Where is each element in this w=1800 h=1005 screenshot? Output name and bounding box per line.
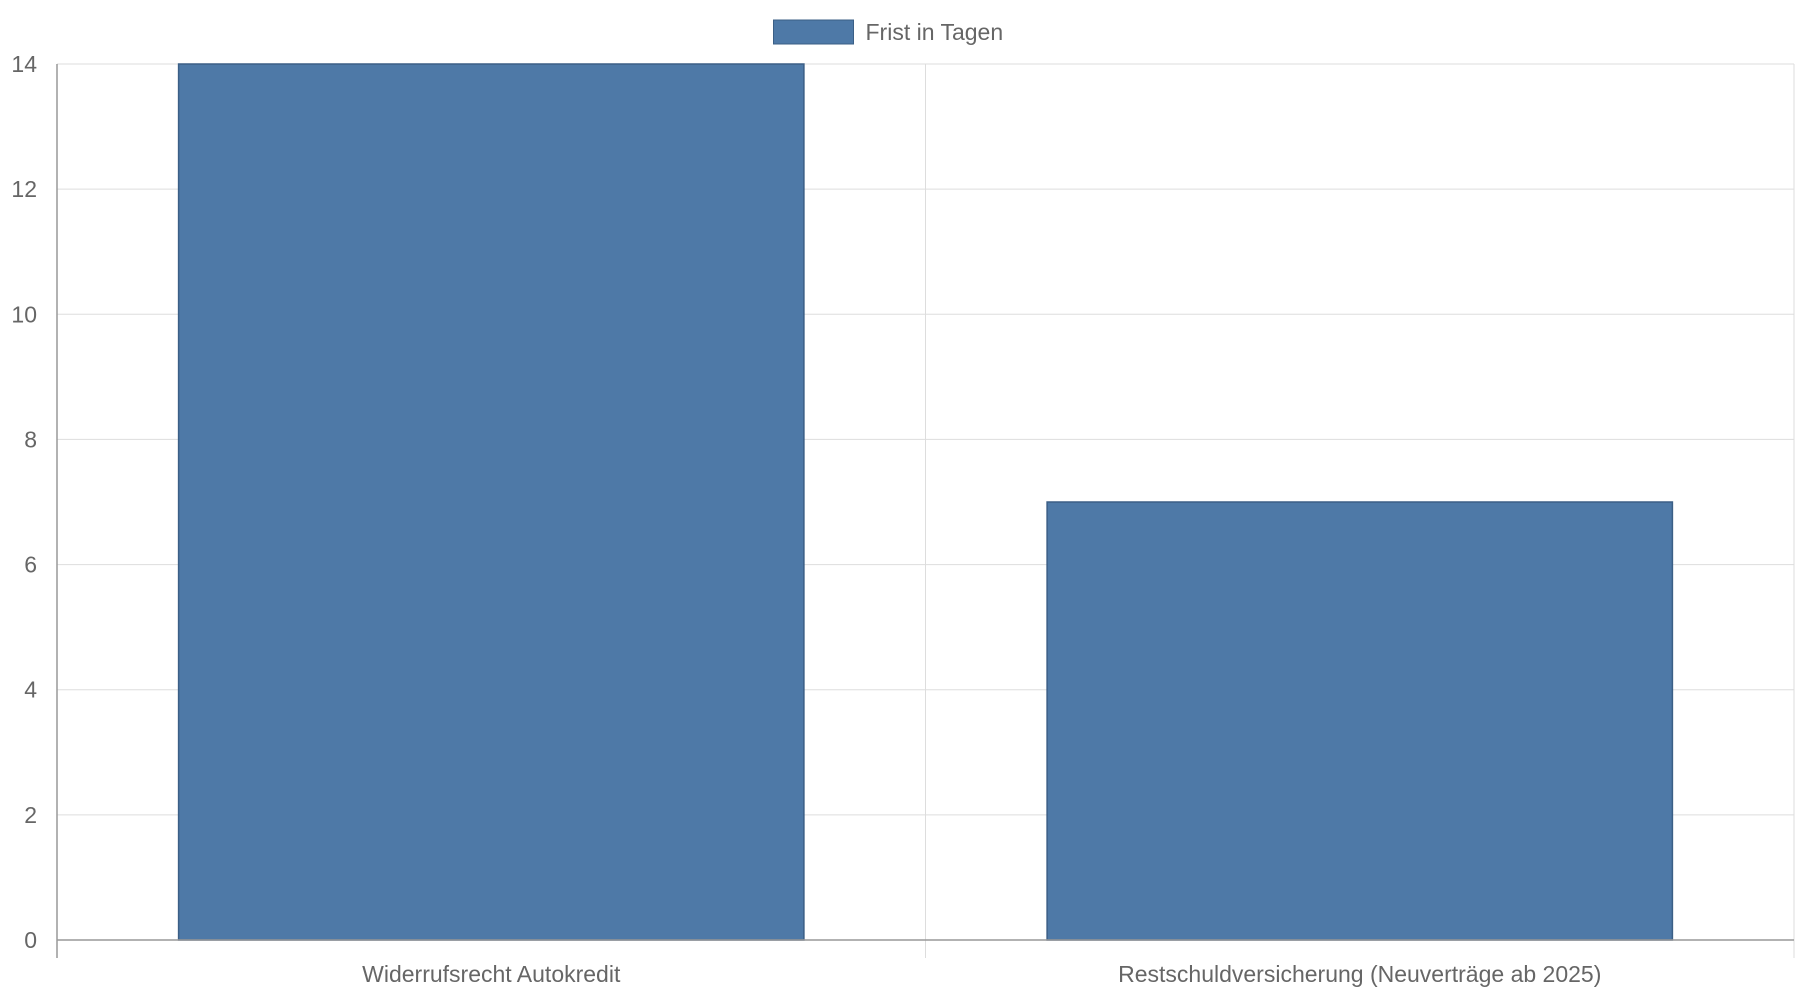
legend-label: Frist in Tagen bbox=[866, 19, 1004, 45]
x-tick-label: Restschuldversicherung (Neuverträge ab 2… bbox=[1118, 961, 1601, 987]
legend: Frist in Tagen bbox=[773, 19, 1004, 45]
y-axis-ticks: 0 2 4 6 8 10 12 14 bbox=[11, 51, 37, 953]
legend-swatch bbox=[773, 19, 854, 45]
y-tick-label: 12 bbox=[11, 176, 37, 202]
axes bbox=[56, 64, 1794, 958]
x-axis-ticks: Widerrufsrecht Autokredit Restschuldversi… bbox=[362, 961, 1601, 987]
x-tick-label: Widerrufsrecht Autokredit bbox=[362, 961, 621, 987]
y-tick-label: 8 bbox=[24, 426, 37, 452]
bar bbox=[1046, 501, 1674, 941]
bar bbox=[177, 63, 805, 941]
bars bbox=[177, 63, 1674, 941]
y-tick-label: 14 bbox=[11, 51, 37, 77]
y-tick-label: 2 bbox=[24, 802, 37, 828]
y-tick-label: 4 bbox=[24, 677, 37, 703]
y-tick-label: 10 bbox=[11, 301, 37, 327]
y-tick-label: 0 bbox=[24, 927, 37, 953]
y-tick-label: 6 bbox=[24, 552, 37, 578]
